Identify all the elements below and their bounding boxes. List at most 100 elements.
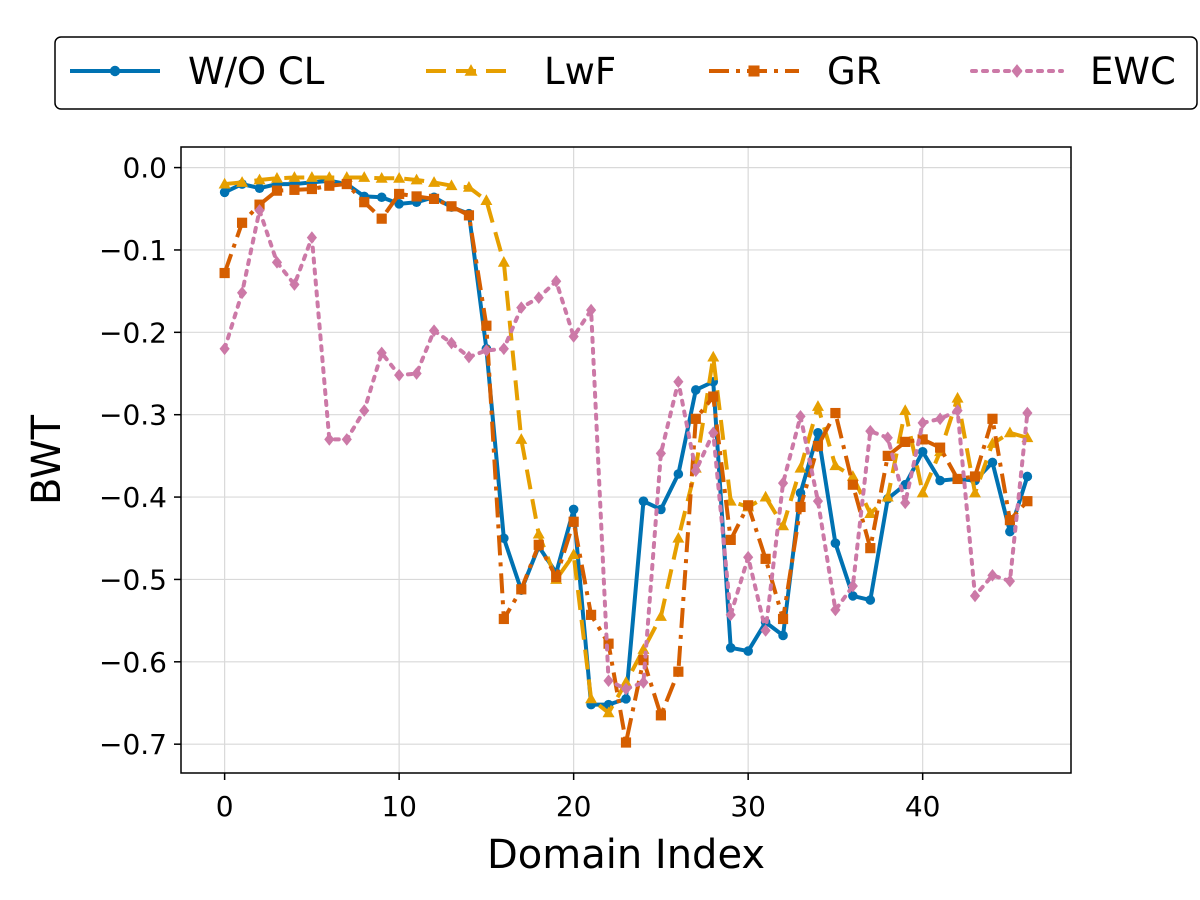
data-point-w-o-cl: [1005, 526, 1015, 537]
data-point-ewc: [935, 412, 946, 426]
series-layer: [218, 171, 1034, 748]
data-point-ewc: [498, 342, 509, 356]
data-point-gr: [551, 571, 562, 583]
data-point-ewc: [568, 330, 579, 343]
data-point-gr: [900, 436, 911, 447]
data-point-ewc: [533, 291, 544, 305]
data-point-ewc: [289, 278, 300, 291]
data-point-w-o-cl: [673, 469, 684, 479]
y-axis: 0.0 −0.1 −0.2 −0.3 −0.4 −0.5 −0.6 −0.7: [99, 152, 181, 761]
y-axis-title: BWT: [24, 414, 70, 505]
data-point-gr: [341, 178, 352, 190]
data-point-gr: [359, 197, 370, 208]
data-point-ewc: [324, 433, 335, 446]
data-point-gr: [1022, 496, 1033, 507]
data-point-ewc: [900, 496, 911, 510]
data-point-lwf: [410, 173, 423, 185]
data-point-gr: [603, 638, 614, 649]
data-point-ewc: [690, 464, 701, 478]
data-point-w-o-cl: [691, 385, 701, 395]
data-point-ewc: [847, 579, 858, 593]
data-point-lwf: [375, 172, 388, 183]
data-point-ewc: [708, 426, 719, 440]
data-point-lwf: [445, 179, 458, 191]
data-point-lwf: [602, 706, 615, 718]
data-point-w-o-cl: [254, 183, 265, 193]
data-point-w-o-cl: [778, 630, 788, 641]
data-point-lwf: [497, 256, 510, 267]
data-point-gr: [830, 407, 841, 419]
data-point-gr: [812, 440, 824, 452]
data-point-w-o-cl: [987, 457, 998, 468]
grid: [181, 147, 1071, 773]
plot-frame: [180, 146, 1072, 774]
data-point-gr: [271, 185, 283, 196]
data-point-ewc: [725, 608, 736, 622]
y-tick-label: −0.2: [99, 316, 167, 349]
data-point-w-o-cl: [376, 192, 387, 203]
data-point-gr: [324, 180, 335, 191]
data-point-gr: [865, 543, 876, 554]
data-point-ewc: [446, 336, 457, 350]
data-point-ewc: [603, 674, 614, 688]
data-point-ewc: [516, 301, 527, 314]
data-point-lwf: [654, 610, 667, 621]
data-point-gr: [446, 201, 457, 212]
plot-area: 0 10 20 30 40 0.0 −0.1 −0.2 −0.3 −0.4 −0.5 −0.6 −0.…: [99, 146, 1072, 823]
data-point-ewc: [777, 476, 789, 490]
data-point-w-o-cl: [917, 446, 928, 457]
data-point-lwf: [585, 692, 598, 704]
data-point-gr: [516, 584, 527, 595]
data-point-ewc: [743, 550, 754, 564]
y-tick-label: −0.5: [99, 563, 167, 596]
series-ewc: [219, 204, 1033, 696]
data-point-ewc: [428, 324, 440, 337]
data-point-ewc: [1004, 574, 1016, 588]
data-point-gr: [969, 471, 981, 482]
data-point-lwf: [1003, 426, 1016, 438]
data-point-w-o-cl: [743, 646, 753, 656]
data-point-lwf: [672, 531, 685, 543]
legend-marker: [464, 64, 478, 76]
legend-entry-gr: GR: [709, 50, 881, 93]
data-point-ewc: [585, 303, 597, 317]
data-point-w-o-cl: [219, 187, 230, 198]
data-point-lwf: [759, 490, 772, 502]
data-point-gr: [708, 391, 719, 402]
data-point-lwf: [305, 171, 318, 182]
data-point-ewc: [411, 367, 422, 380]
data-point-lwf: [777, 519, 790, 531]
data-point-gr: [620, 737, 632, 748]
data-point-gr: [411, 191, 422, 202]
data-point-w-o-cl: [394, 199, 404, 209]
data-point-lwf: [846, 470, 859, 481]
data-point-lwf: [288, 171, 301, 182]
data-point-lwf: [532, 527, 545, 539]
legend-entry-lwf: LwF: [426, 50, 616, 93]
y-tick-label: 0.0: [122, 152, 167, 185]
data-point-lwf: [515, 433, 528, 444]
legend-frame: [54, 36, 1198, 110]
data-point-ewc: [987, 569, 998, 582]
data-point-lwf: [881, 490, 894, 502]
data-point-gr: [638, 655, 649, 666]
data-point-lwf: [253, 173, 266, 185]
legend-label: W/O CL: [188, 50, 325, 93]
data-point-gr: [882, 450, 893, 461]
data-point-gr: [1004, 515, 1016, 526]
data-point-lwf: [236, 176, 249, 187]
data-point-gr: [394, 188, 405, 200]
data-point-gr: [743, 500, 754, 511]
data-point-ewc: [969, 589, 981, 603]
data-point-lwf: [323, 171, 336, 182]
data-point-gr: [935, 442, 946, 453]
data-point-ewc: [254, 204, 265, 217]
data-point-gr: [236, 217, 248, 228]
data-point-ewc: [917, 416, 928, 430]
series-line-ewc: [222, 208, 1030, 691]
data-point-ewc: [795, 410, 806, 423]
data-point-lwf: [218, 177, 231, 189]
data-point-lwf: [916, 486, 929, 498]
data-point-ewc: [463, 350, 475, 364]
legend-label: EWC: [1090, 50, 1176, 93]
